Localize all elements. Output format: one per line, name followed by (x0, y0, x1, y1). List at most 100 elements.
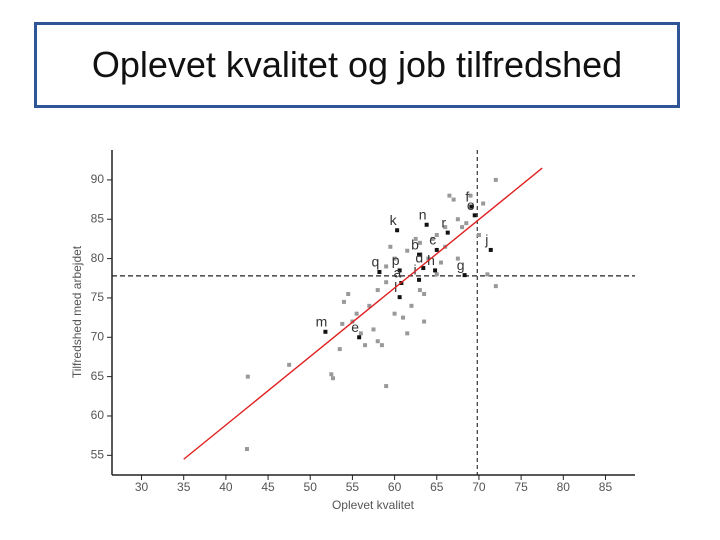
point (481, 201, 486, 206)
point (329, 372, 334, 377)
point (397, 268, 402, 273)
point (354, 311, 359, 316)
point (417, 288, 422, 293)
x-tick-label: 80 (557, 480, 571, 494)
y-tick-label: 75 (91, 290, 105, 304)
y-tick-label: 90 (91, 172, 105, 186)
y-axis-label: Tilfredshed med arbejdet (70, 245, 84, 378)
point-label: r (441, 214, 446, 230)
point-label: n (419, 206, 427, 222)
point (337, 347, 342, 352)
point (377, 269, 382, 274)
x-tick-label: 35 (177, 480, 191, 494)
point (405, 331, 410, 336)
point-label: k (390, 212, 398, 228)
point-label: j (484, 232, 488, 248)
point (409, 303, 414, 308)
point (430, 236, 435, 241)
point (433, 268, 438, 273)
point-label: i (413, 262, 416, 278)
point (392, 311, 397, 316)
point (426, 256, 431, 261)
point (424, 222, 429, 227)
point (445, 230, 450, 235)
x-tick-label: 55 (346, 480, 360, 494)
point (472, 213, 477, 218)
point-label: a (393, 265, 401, 281)
point (397, 295, 402, 300)
point (422, 319, 427, 324)
point (462, 273, 467, 278)
point-label: p (392, 252, 400, 268)
fit-line (183, 167, 543, 460)
point (375, 288, 380, 293)
point (485, 272, 490, 277)
x-axis-label: Oplevet kvalitet (332, 498, 415, 512)
point-label: m (316, 313, 328, 329)
point (417, 240, 422, 245)
point (468, 193, 473, 198)
point (493, 177, 498, 182)
x-tick-label: 30 (135, 480, 149, 494)
point (245, 374, 250, 379)
point (287, 362, 292, 367)
point (443, 225, 448, 230)
x-tick-label: 40 (219, 480, 233, 494)
y-tick-label: 80 (91, 251, 105, 265)
point (413, 236, 418, 241)
point (417, 252, 422, 257)
point (244, 447, 249, 452)
y-tick-label: 55 (91, 447, 105, 461)
point (357, 335, 362, 340)
x-tick-label: 50 (304, 480, 318, 494)
point (388, 244, 393, 249)
point-label: d (415, 250, 423, 266)
x-tick-label: 85 (599, 480, 613, 494)
point (451, 197, 456, 202)
y-tick-label: 65 (91, 369, 105, 383)
point (469, 204, 474, 209)
point (346, 292, 351, 297)
point-label: q (372, 254, 380, 270)
title: Oplevet kvalitet og job tilfredshed (34, 22, 680, 108)
x-tick-label: 60 (388, 480, 402, 494)
x-tick-label: 45 (261, 480, 275, 494)
point-label: h (427, 252, 435, 268)
point (392, 256, 397, 261)
point-label: c (429, 232, 436, 248)
point (323, 329, 328, 334)
y-tick-label: 60 (91, 408, 105, 422)
point (460, 225, 465, 230)
x-tick-label: 75 (514, 480, 528, 494)
point (434, 232, 439, 237)
point (434, 272, 439, 277)
y-tick-label: 85 (91, 211, 105, 225)
point (340, 321, 345, 326)
point (331, 376, 336, 381)
point (421, 266, 426, 271)
x-tick-label: 70 (472, 480, 486, 494)
point (363, 343, 368, 348)
point-label: o (467, 197, 475, 213)
point (405, 248, 410, 253)
point-label: f (465, 188, 469, 204)
point (401, 315, 406, 320)
point (384, 264, 389, 269)
point (438, 260, 443, 265)
point (455, 217, 460, 222)
point (476, 232, 481, 237)
point (493, 284, 498, 289)
point (417, 277, 422, 282)
point (422, 292, 427, 297)
point-label: e (351, 319, 359, 335)
point (358, 331, 363, 336)
x-tick-label: 65 (430, 480, 444, 494)
point-label: g (457, 257, 465, 273)
point (464, 221, 469, 226)
point (384, 280, 389, 285)
point (455, 256, 460, 261)
point (367, 303, 372, 308)
point (379, 343, 384, 348)
